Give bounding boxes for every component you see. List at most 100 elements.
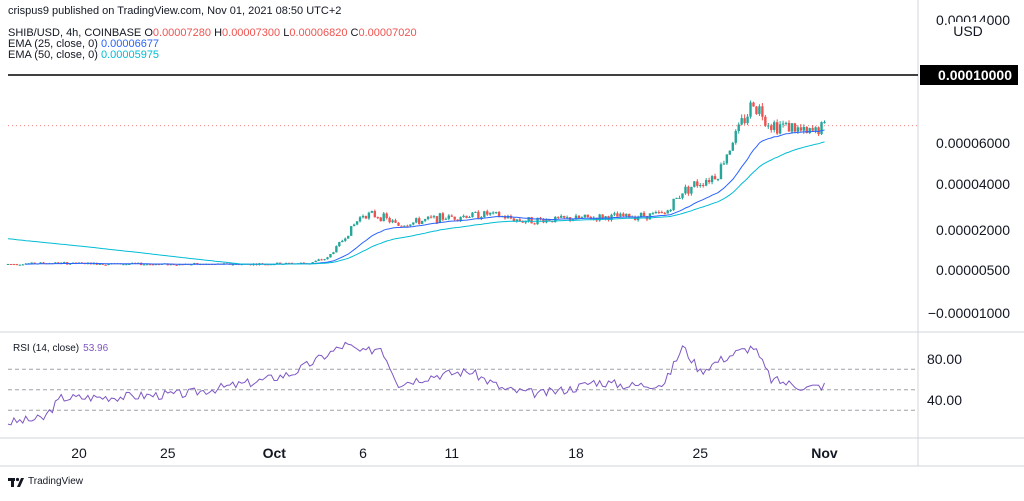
ema25-legend[interactable]: EMA (25, close, 0) 0.00006677 bbox=[8, 38, 159, 50]
candle-up bbox=[515, 219, 519, 222]
candle-up bbox=[619, 213, 622, 217]
candle-up bbox=[731, 142, 734, 151]
candle-up bbox=[284, 262, 288, 264]
candle-up bbox=[344, 238, 347, 241]
price-tick-label: 0.00000500 bbox=[936, 262, 1010, 278]
candle-up bbox=[142, 264, 146, 266]
symbol-label[interactable]: SHIB/USD, 4h, COINBASE bbox=[8, 27, 142, 39]
candle-up bbox=[802, 126, 805, 131]
candle-up bbox=[690, 186, 693, 194]
candle-down bbox=[477, 211, 480, 219]
candle-down bbox=[57, 262, 60, 264]
time-tick-label: 11 bbox=[444, 445, 459, 461]
candle-up bbox=[367, 212, 371, 219]
candle-up bbox=[355, 221, 359, 225]
time-tick-label: 6 bbox=[359, 445, 367, 461]
candle-down bbox=[441, 213, 445, 220]
candle-up bbox=[391, 220, 394, 223]
candle-up bbox=[311, 262, 314, 264]
candle-down bbox=[660, 212, 663, 214]
candle-up bbox=[580, 217, 584, 219]
rsi-value: 53.96 bbox=[83, 343, 109, 354]
candle-up bbox=[598, 214, 601, 221]
candle-down bbox=[151, 264, 155, 266]
candle-up bbox=[403, 225, 406, 227]
ema25-line bbox=[25, 129, 825, 265]
candle-down bbox=[465, 215, 468, 218]
candle-up bbox=[415, 218, 418, 223]
candle-down bbox=[787, 122, 791, 132]
candle-down bbox=[456, 219, 459, 221]
candle-down bbox=[400, 225, 403, 227]
candle-down bbox=[713, 176, 717, 180]
candle-down bbox=[533, 223, 536, 225]
ohlc-value-c: 0.00007020 bbox=[358, 27, 417, 39]
candle-down bbox=[775, 122, 779, 134]
candle-up bbox=[423, 219, 427, 221]
ohlc-value-o: 0.00007280 bbox=[152, 27, 212, 39]
candle-up bbox=[447, 215, 450, 219]
candle-down bbox=[817, 127, 820, 135]
candle-down bbox=[175, 264, 178, 266]
candle-up bbox=[338, 242, 341, 247]
candle-up bbox=[758, 106, 761, 115]
candle-up bbox=[669, 210, 672, 212]
time-tick-label: Nov bbox=[811, 445, 838, 461]
rsi-tick-label: 80.00 bbox=[927, 351, 962, 367]
candle-up bbox=[710, 176, 714, 183]
level-label: 0.00010000 bbox=[938, 67, 1012, 83]
candle-up bbox=[778, 124, 782, 134]
ohlc-key-l: L bbox=[280, 27, 290, 39]
candle-up bbox=[672, 198, 675, 211]
candle-down bbox=[33, 262, 36, 264]
candle-up bbox=[98, 263, 101, 265]
symbol-legend: SHIB/USD, 4h, COINBASE O0.00007280 H0.00… bbox=[8, 27, 417, 39]
candle-up bbox=[625, 213, 628, 217]
candle-up bbox=[426, 216, 430, 220]
tradingview-logo[interactable]: TradingView bbox=[8, 476, 83, 487]
candle-down bbox=[518, 219, 521, 222]
candle-up bbox=[491, 212, 495, 214]
candle-down bbox=[799, 127, 803, 131]
candle-up bbox=[128, 263, 131, 265]
candle-up bbox=[773, 122, 776, 130]
candle-up bbox=[740, 118, 743, 125]
candle-down bbox=[12, 264, 16, 266]
candle-down bbox=[577, 215, 581, 219]
candle-up bbox=[459, 217, 462, 221]
rsi-legend[interactable]: RSI (14, close) 53.96 bbox=[13, 343, 108, 354]
candle-down bbox=[157, 264, 161, 266]
candle-up bbox=[178, 264, 181, 266]
candle-up bbox=[474, 211, 477, 213]
ema50-label: EMA (50, close, 0) bbox=[8, 49, 98, 61]
candle-down bbox=[805, 126, 808, 134]
ema50-legend[interactable]: EMA (50, close, 0) 0.00005975 bbox=[8, 49, 159, 61]
currency-box bbox=[950, 22, 986, 40]
candle-up bbox=[323, 259, 326, 261]
candle-down bbox=[264, 264, 267, 266]
candle-up bbox=[30, 262, 33, 264]
candle-up bbox=[749, 102, 752, 117]
candle-up bbox=[468, 216, 471, 218]
candle-up bbox=[704, 180, 708, 186]
candle-up bbox=[728, 150, 732, 155]
candle-up bbox=[382, 213, 385, 222]
candle-up bbox=[21, 264, 24, 266]
candle-down bbox=[267, 264, 270, 266]
candle-up bbox=[329, 254, 332, 258]
candle-up bbox=[823, 121, 826, 123]
candle-up bbox=[734, 131, 737, 143]
candle-up bbox=[790, 123, 794, 132]
candle-up bbox=[352, 224, 356, 227]
candle-up bbox=[347, 235, 350, 239]
candle-up bbox=[666, 210, 669, 214]
candle-down bbox=[642, 212, 646, 216]
candle-up bbox=[737, 124, 740, 132]
candle-up bbox=[349, 226, 353, 236]
candle-up bbox=[471, 212, 474, 217]
candle-down bbox=[388, 218, 391, 223]
candle-down bbox=[486, 211, 489, 215]
